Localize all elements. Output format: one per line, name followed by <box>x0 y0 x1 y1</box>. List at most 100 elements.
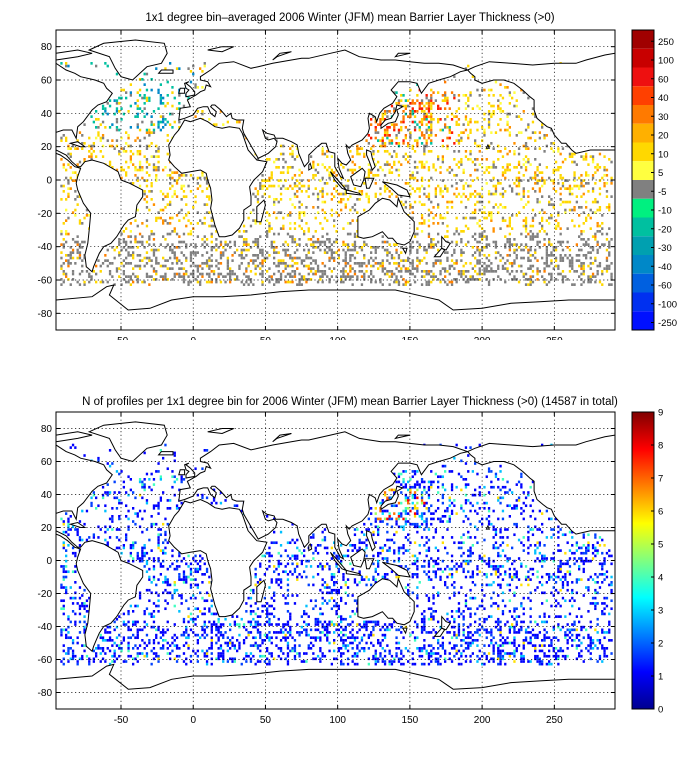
bin-cell <box>69 176 72 180</box>
bin-cell <box>182 652 186 655</box>
bin-cell <box>515 176 518 180</box>
bin-cell <box>173 657 176 661</box>
bin-cell <box>508 641 512 645</box>
bin-cell <box>353 599 357 603</box>
bin-cell <box>205 179 209 182</box>
bin-cell <box>550 142 553 145</box>
bin-cell <box>266 136 269 140</box>
bin-cell <box>127 654 130 658</box>
bin-cell <box>508 248 512 252</box>
bin-cell <box>598 187 602 190</box>
bin-cell <box>471 75 475 78</box>
bin-cell <box>559 227 562 230</box>
bin-cell <box>312 259 315 262</box>
bin-cell <box>386 248 389 252</box>
bin-cell <box>388 275 391 278</box>
bin-cell <box>515 184 518 188</box>
bin-cell <box>434 652 438 655</box>
colorbar-label: -250 <box>658 318 677 329</box>
bin-cell <box>342 272 345 276</box>
bin-cell <box>471 192 475 196</box>
bin-cell <box>346 657 350 661</box>
bin-cell <box>420 166 424 169</box>
bin-cell <box>268 195 271 198</box>
bin-cell <box>568 270 572 273</box>
bin-cell <box>219 240 223 244</box>
bin-cell <box>444 657 447 661</box>
bin-cell <box>453 150 456 153</box>
bin-cell <box>212 612 216 616</box>
bin-cell <box>321 612 324 616</box>
bin-cell <box>589 275 592 278</box>
bin-cell <box>115 120 119 124</box>
bin-cell <box>506 120 509 124</box>
bin-cell <box>423 644 426 647</box>
bin-cell <box>113 628 116 632</box>
bin-cell <box>397 144 401 148</box>
bin-cell <box>162 168 165 172</box>
bin-cell <box>388 126 391 129</box>
bin-cell <box>307 195 310 198</box>
bin-cell <box>210 639 213 642</box>
bin-cell <box>266 647 269 650</box>
bin-cell <box>328 176 331 180</box>
bin-cell <box>585 152 588 156</box>
bin-cell <box>60 139 63 142</box>
bin-cell <box>589 246 592 249</box>
bin-cell <box>182 644 186 647</box>
bin-cell <box>571 267 574 270</box>
bin-cell <box>69 262 72 265</box>
bin-cell <box>474 168 477 172</box>
bin-cell <box>524 224 528 228</box>
bin-cell <box>559 240 562 244</box>
bin-cell <box>196 176 200 180</box>
bin-cell <box>538 179 542 182</box>
bin-cell <box>62 238 65 241</box>
bin-cell <box>224 240 227 244</box>
bin-cell <box>550 275 553 278</box>
bin-cell <box>464 115 468 118</box>
bin-cell <box>231 259 234 262</box>
bin-cell <box>474 238 477 241</box>
bin-cell <box>400 126 403 129</box>
colorbar-swatch <box>632 217 654 237</box>
bin-cell <box>69 147 72 150</box>
bin-cell <box>150 662 153 666</box>
bin-cell <box>400 259 403 262</box>
bin-cell <box>585 174 588 177</box>
bin-cell <box>395 136 398 140</box>
bin-cell <box>319 636 322 640</box>
bin-cell <box>342 662 345 666</box>
bin-cell <box>344 206 347 209</box>
bin-cell <box>180 240 183 244</box>
bin-cell <box>261 283 264 286</box>
bin-cell <box>543 620 546 624</box>
bin-cell <box>427 99 431 102</box>
bin-cell <box>328 256 331 260</box>
bin-cell <box>136 115 139 118</box>
bin-cell <box>524 278 528 281</box>
bin-cell <box>453 96 456 100</box>
bin-cell <box>266 602 269 605</box>
bin-cell <box>69 620 72 624</box>
bin-cell <box>101 144 105 148</box>
bin-cell <box>65 259 68 262</box>
bin-cell <box>104 126 107 129</box>
bin-cell <box>62 628 65 632</box>
bin-cell <box>545 246 549 249</box>
bin-cell <box>286 662 290 666</box>
bin-cell <box>259 623 262 626</box>
bin-cell <box>585 158 588 161</box>
bin-cell <box>358 166 361 169</box>
bin-cell <box>469 195 472 198</box>
bin-cell <box>381 115 384 118</box>
bin-cell <box>490 112 493 116</box>
bin-cell <box>67 192 70 196</box>
bin-cell <box>69 254 72 257</box>
bin-cell <box>594 602 597 605</box>
bin-cell <box>517 264 521 268</box>
bin-cell <box>132 272 135 276</box>
bin-cell <box>388 171 391 174</box>
bin-cell <box>113 256 116 260</box>
bin-cell <box>471 278 475 281</box>
